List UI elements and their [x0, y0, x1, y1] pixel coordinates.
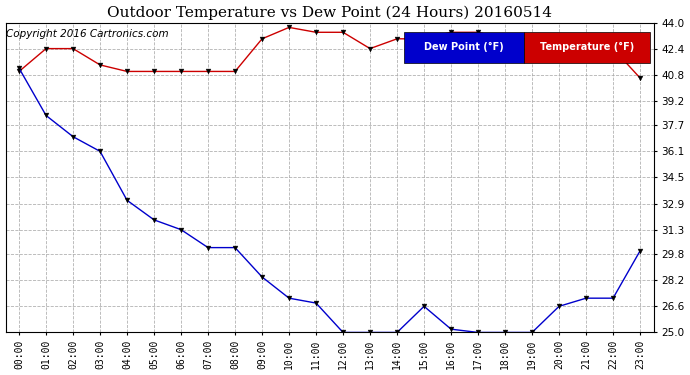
FancyBboxPatch shape	[404, 32, 524, 63]
Text: Copyright 2016 Cartronics.com: Copyright 2016 Cartronics.com	[6, 29, 169, 39]
Text: Temperature (°F): Temperature (°F)	[540, 42, 634, 52]
FancyBboxPatch shape	[524, 32, 650, 63]
Text: Dew Point (°F): Dew Point (°F)	[424, 42, 504, 52]
Title: Outdoor Temperature vs Dew Point (24 Hours) 20160514: Outdoor Temperature vs Dew Point (24 Hou…	[107, 6, 552, 20]
